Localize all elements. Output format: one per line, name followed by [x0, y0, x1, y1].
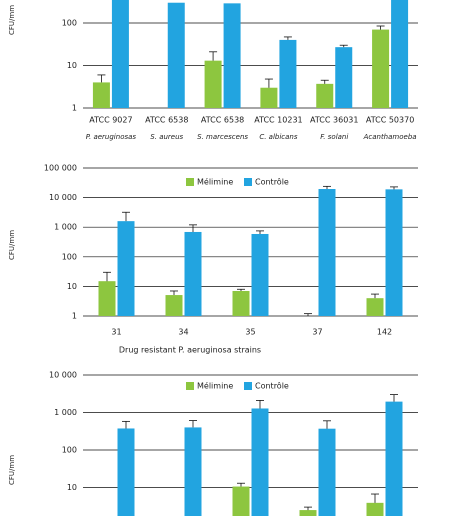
bar [204, 60, 222, 108]
bar [251, 233, 269, 316]
x-tick-sublabel: Acanthamoeba [363, 133, 417, 141]
x-tick-label: ATCC 6538 [201, 116, 244, 125]
x-tick-label: 31 [111, 328, 121, 337]
legend-swatch [186, 382, 194, 390]
x-tick-sublabel: P. aeruginosas [86, 133, 137, 141]
bar [98, 281, 116, 316]
y-axis-label: CFU/mm [8, 455, 16, 485]
bar [184, 231, 202, 316]
legend-label: Contrôle [255, 177, 289, 187]
bar [279, 39, 297, 109]
x-tick-sublabel: C. albicans [259, 133, 298, 141]
bar [232, 486, 250, 516]
bar [372, 29, 390, 108]
x-tick-label: ATCC 36031 [310, 116, 358, 125]
bar [385, 401, 403, 516]
x-tick-label: 37 [312, 328, 322, 337]
x-tick-sublabel: F. solani [320, 133, 348, 141]
y-tick-label: 100 000 [44, 164, 77, 173]
bar [92, 82, 110, 108]
y-tick-label: 1 [72, 312, 77, 321]
x-tick-sublabel: S. aureus [150, 133, 183, 141]
bar [223, 3, 241, 109]
y-tick-label: 100 [62, 252, 77, 261]
bar [117, 221, 135, 316]
bar [165, 295, 183, 316]
legend-label: Mélimine [197, 381, 233, 391]
y-tick-label: 10 000 [49, 371, 77, 380]
bar [299, 510, 317, 516]
x-axis-label: Drug resistant P. aeruginosa strains [119, 346, 261, 355]
legend-swatch [244, 178, 252, 186]
legend-swatch [186, 178, 194, 186]
legend-label: Contrôle [255, 381, 289, 391]
x-tick-label: ATCC 6538 [145, 116, 188, 125]
y-tick-label: 100 [62, 446, 77, 455]
x-tick-label: 142 [377, 328, 392, 337]
x-tick-label: 34 [178, 328, 188, 337]
bar [111, 0, 129, 108]
bar [318, 428, 336, 516]
y-tick-label: 1 000 [54, 223, 77, 232]
bar [391, 0, 409, 108]
y-tick-label: 10 [67, 282, 77, 291]
bar [318, 189, 336, 316]
x-tick-label: ATCC 10231 [254, 116, 302, 125]
bar [366, 502, 384, 516]
bar [385, 189, 403, 316]
y-tick-label: 100 [62, 19, 77, 28]
bar [251, 408, 269, 516]
bar [335, 47, 353, 108]
x-tick-label: ATCC 9027 [89, 116, 132, 125]
bar [316, 83, 334, 108]
bar [167, 2, 185, 109]
legend-swatch [244, 382, 252, 390]
bar [232, 290, 250, 316]
y-axis-label: CFU/mm [8, 230, 16, 260]
bar [184, 427, 202, 516]
y-tick-label: 10 000 [49, 193, 77, 202]
bar [366, 298, 384, 316]
x-tick-label: ATCC 50370 [366, 116, 414, 125]
legend-label: Mélimine [197, 177, 233, 187]
y-tick-label: 1 [72, 104, 77, 113]
x-tick-sublabel: S. marcescens [197, 133, 248, 141]
y-axis-label: CFU/mm [8, 5, 16, 35]
y-tick-label: 10 [67, 483, 77, 492]
bar [117, 428, 135, 516]
x-tick-label: 35 [245, 328, 255, 337]
bar [260, 87, 278, 108]
y-tick-label: 10 [67, 61, 77, 70]
y-tick-label: 1 000 [54, 408, 77, 417]
